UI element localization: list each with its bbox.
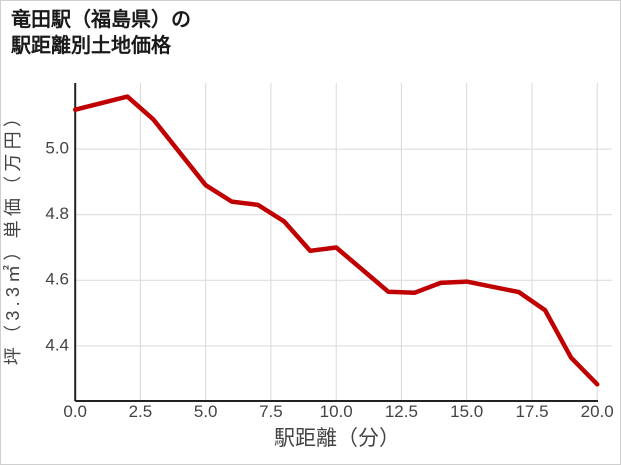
svg-text:12.5: 12.5 [385,402,418,421]
svg-text:2.5: 2.5 [129,402,153,421]
svg-text:5.0: 5.0 [194,402,218,421]
svg-text:坪（3.3㎡）単価（万円）: 坪（3.3㎡）単価（万円） [2,105,23,365]
svg-text:0.0: 0.0 [63,402,87,421]
svg-text:15.0: 15.0 [450,402,483,421]
svg-text:4.8: 4.8 [45,204,69,223]
svg-text:7.5: 7.5 [259,402,283,421]
svg-text:17.5: 17.5 [515,402,548,421]
svg-text:4.6: 4.6 [45,270,69,289]
svg-text:10.0: 10.0 [320,402,353,421]
svg-text:5.0: 5.0 [45,139,69,158]
svg-text:4.4: 4.4 [45,335,69,354]
svg-text:20.0: 20.0 [581,402,614,421]
